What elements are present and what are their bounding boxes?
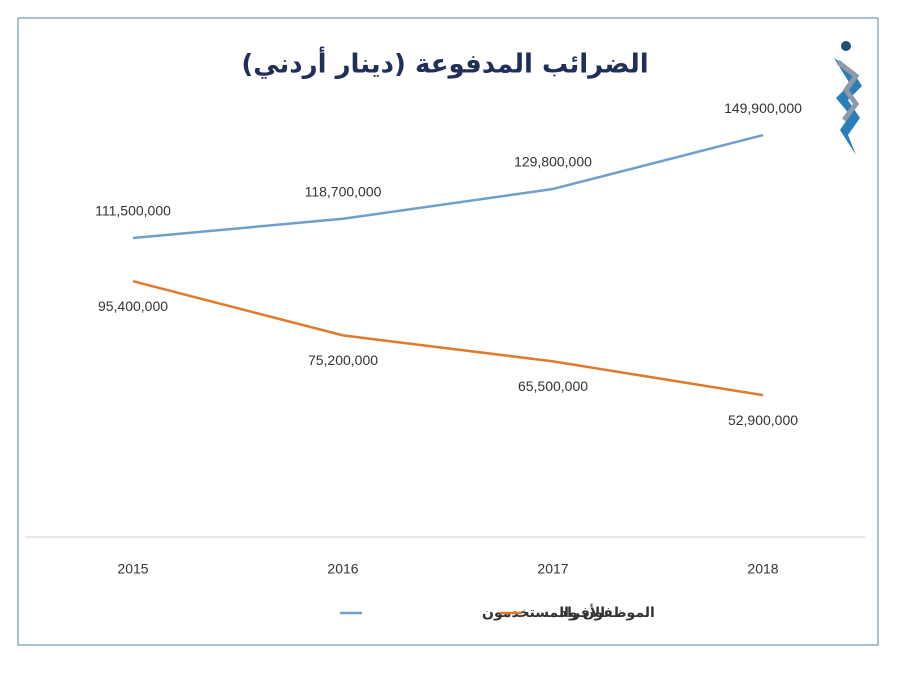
data-label: 65,500,000 bbox=[518, 378, 588, 394]
data-label: 118,700,000 bbox=[305, 183, 382, 199]
data-label: 111,500,000 bbox=[95, 203, 171, 219]
legend-label: الأفراد bbox=[560, 604, 605, 621]
logo bbox=[834, 41, 862, 155]
series-line bbox=[132, 279, 764, 397]
x-tick-label: 2016 bbox=[327, 561, 358, 577]
x-tick-label: 2018 bbox=[747, 561, 778, 577]
data-label: 75,200,000 bbox=[308, 352, 378, 368]
data-label: 95,400,000 bbox=[98, 298, 168, 314]
series-line bbox=[132, 133, 764, 240]
chart-title: الضرائب المدفوعة (دينار أردني) bbox=[241, 47, 648, 80]
data-label: 149,900,000 bbox=[724, 100, 802, 116]
legend-label: الموظفون والمستخدمون bbox=[482, 605, 655, 621]
x-tick-label: 2015 bbox=[117, 561, 148, 577]
data-label: 52,900,000 bbox=[728, 412, 798, 428]
x-tick-label: 2017 bbox=[537, 561, 568, 577]
data-label: 129,800,000 bbox=[514, 154, 592, 170]
chart-frame bbox=[17, 17, 879, 646]
